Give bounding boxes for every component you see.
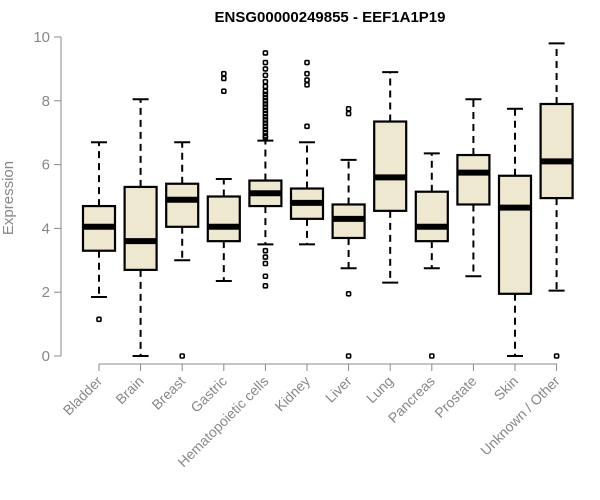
outlier-point xyxy=(262,78,269,85)
iqr-box xyxy=(497,174,533,295)
outlier-point xyxy=(262,72,269,79)
x-tick-label: Liver xyxy=(322,373,355,406)
y-axis-label: Expression xyxy=(0,161,17,235)
outlier-point xyxy=(179,353,185,359)
y-tick-label: 10 xyxy=(33,29,50,46)
outlier-point xyxy=(262,113,269,120)
outlier-point xyxy=(304,82,310,88)
outlier-point xyxy=(262,247,269,254)
outlier-point xyxy=(262,120,269,126)
chart-title: ENSG00000249855 - EEF1A1P19 xyxy=(215,9,446,26)
x-tick-label: Bladder xyxy=(60,373,106,419)
outlier-point xyxy=(262,123,269,130)
outlier-point xyxy=(262,133,269,139)
box-group xyxy=(165,141,200,359)
y-axis: 0 2 4 6 8 10 xyxy=(33,29,62,365)
box-group xyxy=(289,59,325,246)
outlier-point xyxy=(262,129,269,136)
x-tick-label: Breast xyxy=(148,373,188,413)
box-group xyxy=(123,98,158,357)
outlier-point xyxy=(262,254,269,260)
box-group xyxy=(539,42,574,359)
iqr-box xyxy=(123,185,158,271)
outlier-point xyxy=(262,126,269,133)
x-tick-label: Prostate xyxy=(431,373,479,421)
box-group xyxy=(414,152,449,359)
outlier-point xyxy=(262,104,269,110)
x-tick-label: Kidney xyxy=(272,373,314,415)
outlier-point xyxy=(262,101,269,107)
outlier-point xyxy=(262,110,269,117)
y-tick-label: 2 xyxy=(42,284,50,301)
iqr-box xyxy=(414,190,449,243)
box-group xyxy=(206,70,241,283)
outlier-point xyxy=(262,91,269,98)
y-tick-label: 8 xyxy=(42,93,50,110)
y-tick-label: 6 xyxy=(42,157,50,174)
iqr-box xyxy=(373,120,408,212)
outlier-point xyxy=(221,70,227,77)
outlier-point xyxy=(345,105,352,112)
outlier-point xyxy=(304,77,310,83)
box-group xyxy=(456,98,491,278)
outlier-point xyxy=(262,273,269,280)
outlier-point xyxy=(262,260,269,267)
outlier-point xyxy=(262,83,269,90)
iqr-box xyxy=(539,102,574,200)
box-group xyxy=(81,141,117,323)
box-series xyxy=(81,42,574,359)
outlier-point xyxy=(262,59,269,66)
y-tick-label: 0 xyxy=(42,348,50,365)
outlier-point xyxy=(262,117,269,123)
x-tick-label: Lung xyxy=(363,373,396,406)
outlier-point xyxy=(304,59,310,66)
iqr-box xyxy=(456,153,491,206)
outlier-point xyxy=(262,50,269,56)
outlier-point xyxy=(345,110,352,117)
y-tick-label: 4 xyxy=(42,220,50,237)
outlier-point xyxy=(262,88,269,95)
iqr-box xyxy=(206,195,241,243)
box-group xyxy=(373,71,408,284)
x-tick-label: Brain xyxy=(112,373,146,407)
outlier-point xyxy=(304,70,310,77)
outlier-point xyxy=(304,123,310,130)
x-tick-label: Unknown / Other xyxy=(477,373,563,459)
box-group xyxy=(497,107,533,357)
outlier-point xyxy=(345,353,352,359)
box-group xyxy=(248,50,283,289)
x-tick-label: Skin xyxy=(491,373,522,404)
iqr-box xyxy=(165,182,200,228)
outlier-point xyxy=(262,107,269,114)
outlier-point xyxy=(221,75,227,82)
outlier-point xyxy=(345,290,352,297)
outlier-point xyxy=(221,88,227,95)
outlier-point xyxy=(428,353,435,359)
outlier-point xyxy=(96,316,102,323)
outlier-point xyxy=(262,98,269,104)
outlier-point xyxy=(262,283,269,289)
outlier-point xyxy=(262,66,269,72)
outlier-point xyxy=(553,353,560,359)
box-group xyxy=(331,105,366,359)
outlier-point xyxy=(262,94,269,101)
